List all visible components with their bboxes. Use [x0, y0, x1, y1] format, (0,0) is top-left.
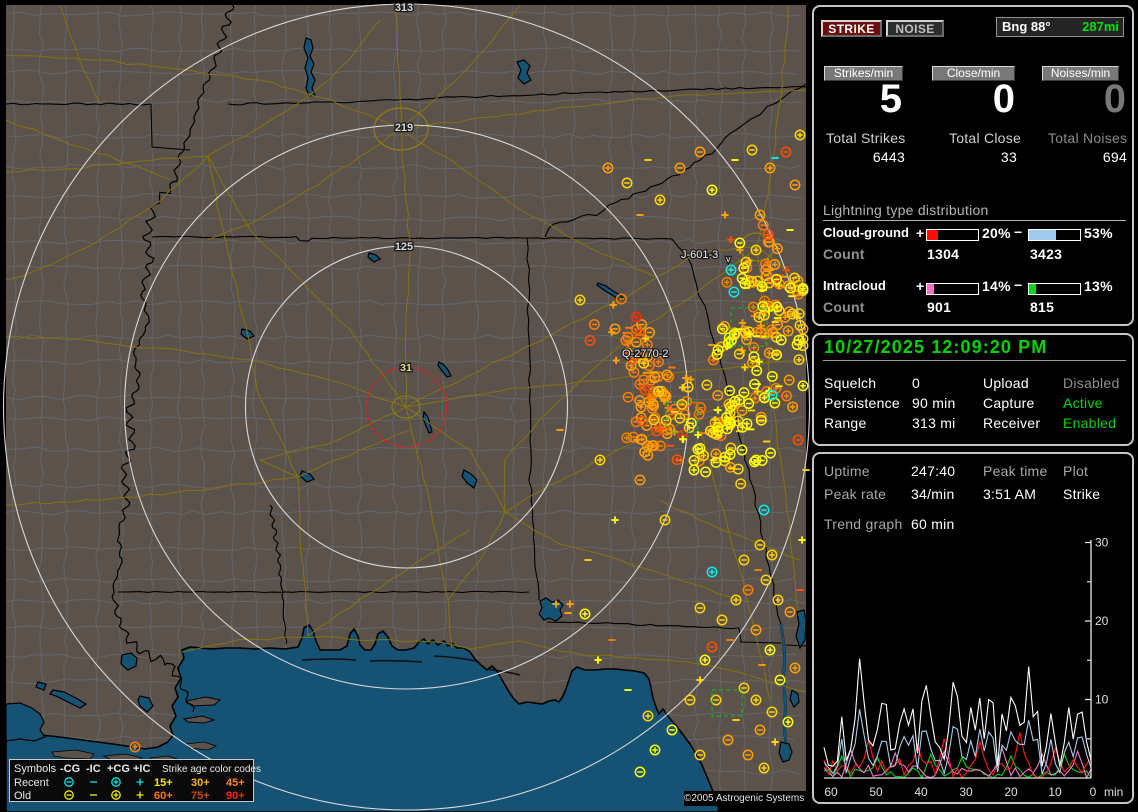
svg-text:31: 31	[400, 362, 412, 374]
svg-text:40: 40	[914, 785, 928, 799]
svg-text:20: 20	[1095, 614, 1109, 628]
svg-text:10: 10	[1095, 693, 1109, 707]
svg-text:Q-2770-2: Q-2770-2	[622, 348, 668, 360]
svg-text:30: 30	[1095, 536, 1109, 550]
svg-text:60: 60	[824, 785, 838, 799]
svg-text:50: 50	[869, 785, 883, 799]
svg-text:0: 0	[1090, 785, 1097, 799]
svg-text:20: 20	[1004, 785, 1018, 799]
svg-text:min: min	[1104, 785, 1123, 799]
svg-text:v: v	[726, 254, 731, 264]
svg-text:J-601-3: J-601-3	[681, 249, 718, 261]
svg-text:313: 313	[395, 2, 413, 14]
svg-text:125: 125	[395, 241, 413, 253]
svg-text:30: 30	[959, 785, 973, 799]
svg-text:219: 219	[395, 122, 413, 134]
svg-text:10: 10	[1048, 785, 1062, 799]
